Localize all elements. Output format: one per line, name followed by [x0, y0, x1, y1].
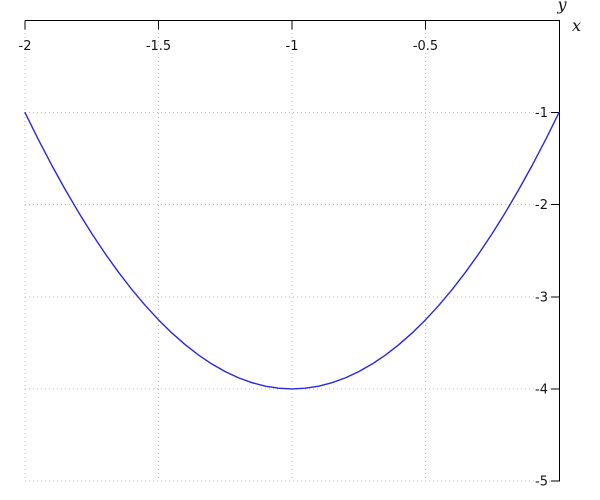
x-tick-label: -2 [19, 39, 32, 54]
x-tick-label: -1.5 [146, 39, 171, 54]
x-axis-label: x [572, 16, 581, 35]
x-tick-label: -0.5 [413, 39, 438, 54]
y-tick-label: -1 [535, 106, 548, 121]
function-curve [24, 111, 560, 390]
x-tick-label: -1 [286, 39, 299, 54]
y-axis-label: y [556, 0, 567, 14]
y-tick-label: -4 [535, 382, 548, 397]
y-tick-label: -3 [535, 290, 548, 305]
y-tick-label: -2 [535, 198, 548, 213]
y-tick-label: -5 [535, 475, 548, 490]
